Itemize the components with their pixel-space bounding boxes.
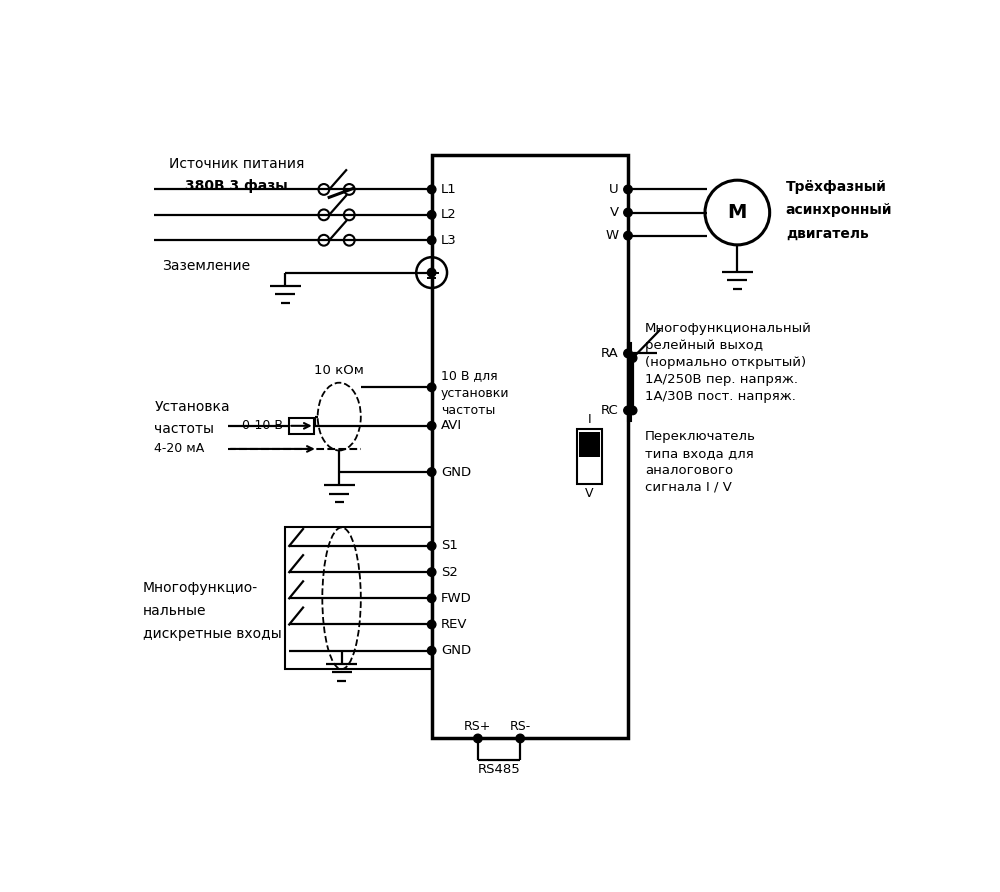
Text: Трёхфазный: Трёхфазный xyxy=(786,180,887,194)
Circle shape xyxy=(427,268,436,277)
Circle shape xyxy=(516,734,524,743)
Text: V: V xyxy=(585,487,594,500)
Text: 1А/250В пер. напряж.: 1А/250В пер. напряж. xyxy=(645,373,798,386)
Text: дискретные входы: дискретные входы xyxy=(143,627,282,640)
Text: L1: L1 xyxy=(441,183,457,196)
Text: Многофункцио-: Многофункцио- xyxy=(143,581,258,595)
Text: 380В 3 фазы: 380В 3 фазы xyxy=(185,178,288,193)
Text: сигнала I / V: сигнала I / V xyxy=(645,481,732,494)
Text: L3: L3 xyxy=(441,234,457,247)
Text: AVI: AVI xyxy=(441,419,462,433)
Text: нальные: нальные xyxy=(143,604,206,617)
Circle shape xyxy=(474,734,482,743)
Text: 10 В для: 10 В для xyxy=(441,369,498,383)
Circle shape xyxy=(427,422,436,430)
Text: частоты: частоты xyxy=(441,404,495,417)
Circle shape xyxy=(427,594,436,602)
Bar xyxy=(628,343,631,421)
Text: FWD: FWD xyxy=(441,591,472,605)
Circle shape xyxy=(628,406,637,415)
Circle shape xyxy=(624,231,632,240)
Bar xyxy=(432,155,628,739)
Text: 1А/30В пост. напряж.: 1А/30В пост. напряж. xyxy=(645,390,796,403)
Text: W: W xyxy=(606,229,619,242)
Text: M: M xyxy=(728,203,747,222)
Text: RS485: RS485 xyxy=(478,763,520,776)
Text: 10 кОм: 10 кОм xyxy=(314,364,364,377)
Circle shape xyxy=(624,209,632,217)
Text: Многофункциональный: Многофункциональный xyxy=(645,322,812,335)
Text: S2: S2 xyxy=(441,566,458,579)
Circle shape xyxy=(624,406,632,415)
Text: (нормально открытый): (нормально открытый) xyxy=(645,356,806,369)
Text: 4-20 мА: 4-20 мА xyxy=(154,442,205,456)
Text: RS-: RS- xyxy=(510,720,531,733)
Text: асинхронный: асинхронный xyxy=(786,203,892,218)
Text: Переключатель: Переключатель xyxy=(645,430,756,443)
Circle shape xyxy=(427,568,436,576)
Text: типа входа для: типа входа для xyxy=(645,447,754,460)
Text: GND: GND xyxy=(441,644,471,657)
Text: S1: S1 xyxy=(441,540,458,552)
Text: L2: L2 xyxy=(441,209,457,221)
Circle shape xyxy=(427,236,436,244)
Circle shape xyxy=(427,467,436,476)
Circle shape xyxy=(427,541,436,550)
Circle shape xyxy=(427,383,436,392)
Text: U: U xyxy=(609,183,619,196)
Circle shape xyxy=(427,186,436,194)
Text: двигатель: двигатель xyxy=(786,227,869,240)
Text: REV: REV xyxy=(441,618,467,631)
Text: частоты: частоты xyxy=(154,422,214,436)
Text: 0-10 В: 0-10 В xyxy=(242,419,283,433)
Text: I: I xyxy=(588,413,591,426)
Text: Источник питания: Источник питания xyxy=(169,157,305,171)
Text: аналогового: аналогового xyxy=(645,464,733,477)
Bar xyxy=(579,432,600,457)
Text: V: V xyxy=(610,206,619,219)
Circle shape xyxy=(427,211,436,219)
Text: Заземление: Заземление xyxy=(162,260,250,274)
Bar xyxy=(289,418,314,434)
Text: релейный выход: релейный выход xyxy=(645,339,763,352)
Text: RC: RC xyxy=(601,404,619,417)
Text: RA: RA xyxy=(601,347,619,360)
Text: GND: GND xyxy=(441,466,471,478)
Circle shape xyxy=(628,354,637,362)
Bar xyxy=(285,527,432,669)
Circle shape xyxy=(427,620,436,629)
Circle shape xyxy=(624,349,632,358)
Text: установки: установки xyxy=(441,387,509,400)
Circle shape xyxy=(427,647,436,655)
Text: Установка: Установка xyxy=(154,401,230,415)
Circle shape xyxy=(624,186,632,194)
Bar xyxy=(577,429,602,484)
Text: RS+: RS+ xyxy=(464,720,492,733)
